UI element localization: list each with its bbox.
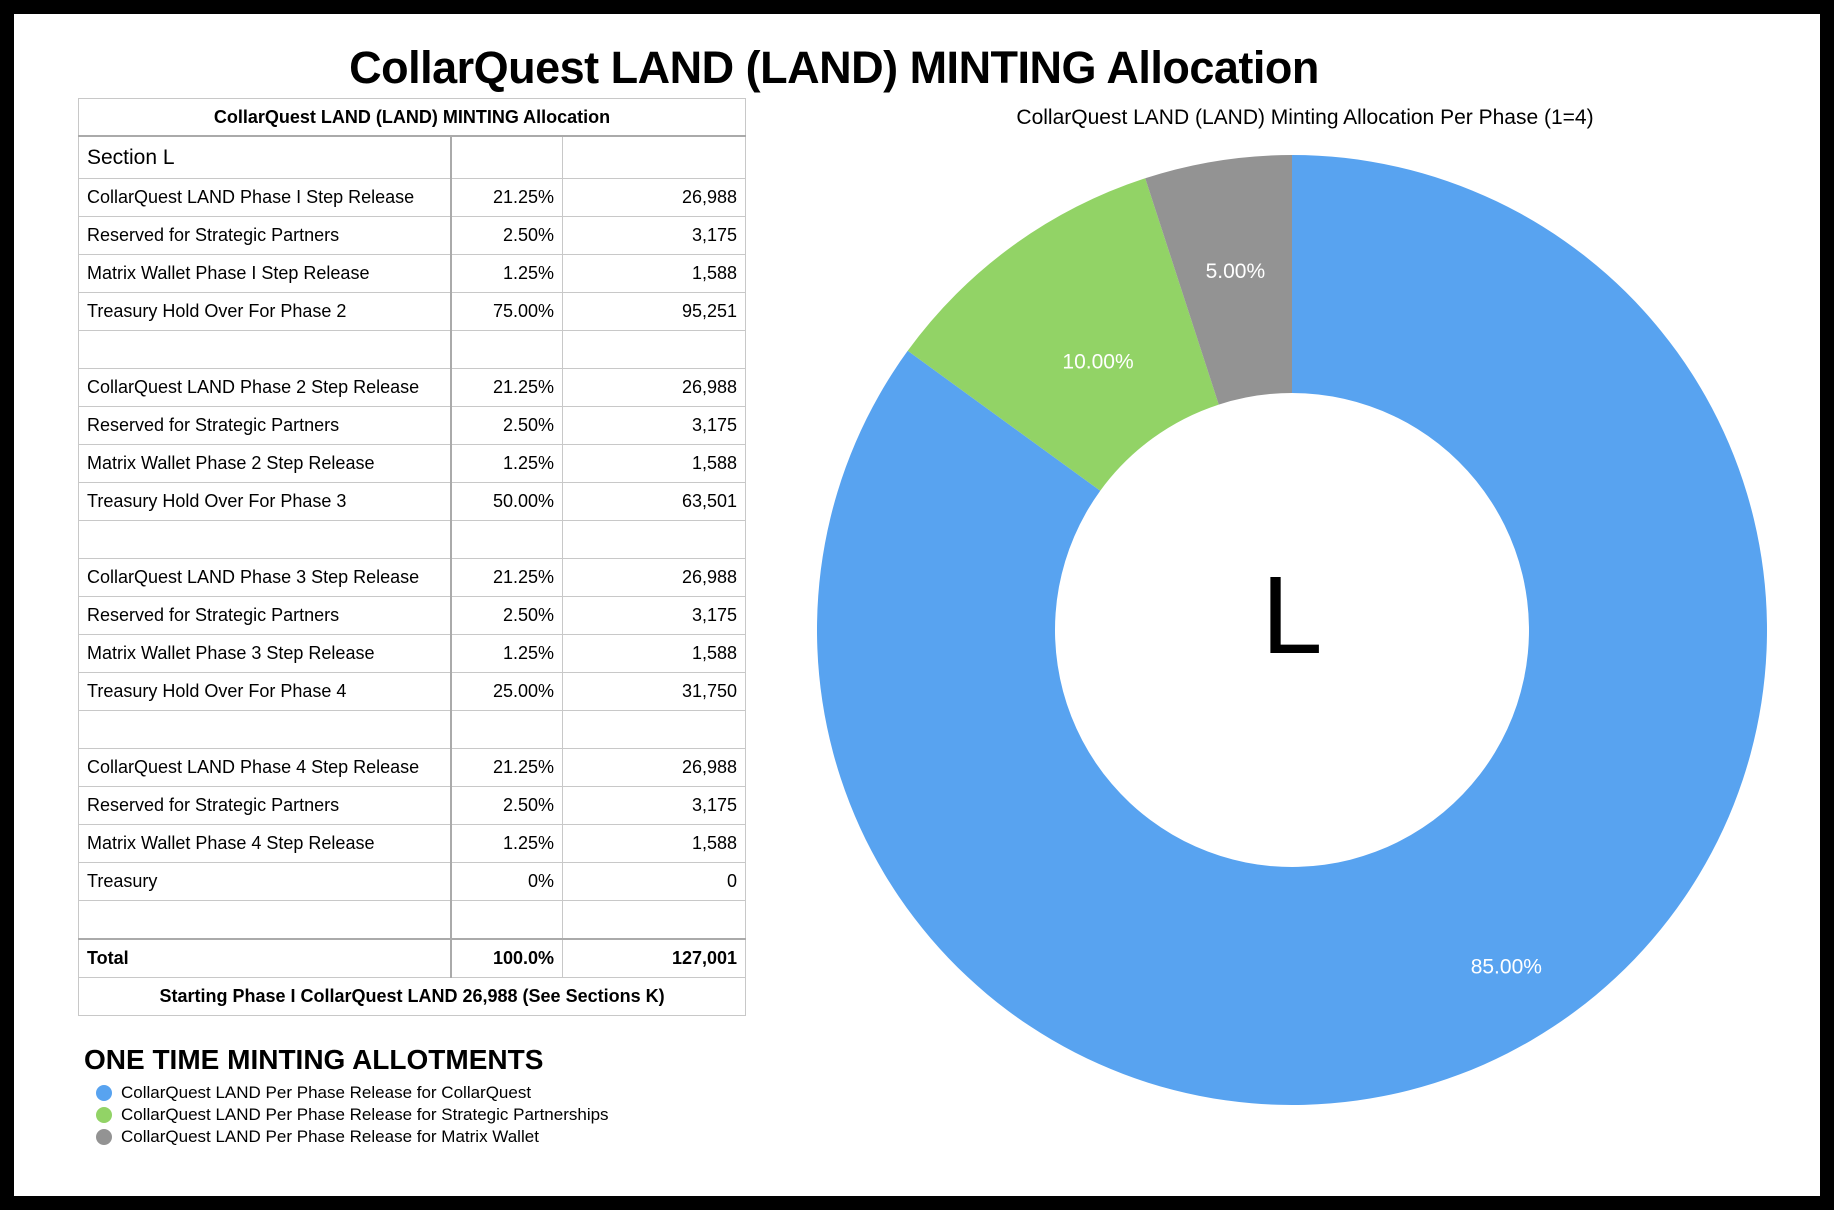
donut-slice — [817, 155, 1767, 1105]
row-percent: 1.25% — [449, 634, 563, 673]
table-row: Reserved for Strategic Partners 2.50% 3,17… — [78, 596, 747, 635]
legend-item: CollarQuest LAND Per Phase Release for M… — [84, 1126, 609, 1148]
slice-data-label: 85.00% — [1471, 955, 1542, 978]
row-label: Total — [78, 938, 451, 978]
row-amount: 3,175 — [561, 406, 747, 445]
row-percent: 1.25% — [449, 444, 563, 483]
row-label: Treasury Hold Over For Phase 2 — [78, 292, 451, 331]
row-percent: 0% — [449, 862, 563, 901]
row-percent: 25.00% — [449, 672, 563, 711]
table-row — [78, 330, 747, 369]
row-amount: 0 — [561, 862, 747, 901]
row-percent: 1.25% — [449, 824, 563, 863]
row-label — [78, 710, 451, 749]
legend-item: CollarQuest LAND Per Phase Release for S… — [84, 1104, 609, 1126]
row-label: Matrix Wallet Phase I Step Release — [78, 254, 451, 293]
row-amount: 1,588 — [561, 634, 747, 673]
table-row: Reserved for Strategic Partners 2.50% 3,17… — [78, 216, 747, 255]
legend: ONE TIME MINTING ALLOTMENTS CollarQuest … — [84, 1044, 609, 1148]
row-label: Matrix Wallet Phase 3 Step Release — [78, 634, 451, 673]
table-row: Matrix Wallet Phase I Step Release 1.25% 1… — [78, 254, 747, 293]
table-header: CollarQuest LAND (LAND) MINTING Allocati… — [77, 98, 747, 137]
section-label: Section L — [78, 135, 451, 179]
row-amount — [561, 520, 747, 559]
row-amount: 1,588 — [561, 824, 747, 863]
row-percent: 21.25% — [449, 748, 563, 787]
row-amount: 31,750 — [561, 672, 747, 711]
row-label: CollarQuest LAND Phase 2 Step Release — [78, 368, 451, 407]
row-percent: 21.25% — [449, 368, 563, 407]
footer-row: Starting Phase I CollarQuest LAND 26,988… — [77, 977, 747, 1016]
legend-label: CollarQuest LAND Per Phase Release for S… — [121, 1105, 609, 1124]
legend-swatch — [96, 1129, 112, 1145]
table-row: CollarQuest LAND Phase 3 Step Release 21.… — [78, 558, 747, 597]
legend-swatch — [96, 1107, 112, 1123]
legend-label: CollarQuest LAND Per Phase Release for C… — [121, 1083, 532, 1102]
table-row: Treasury Hold Over For Phase 3 50.00% 63,5… — [78, 482, 747, 521]
chart-title: CollarQuest LAND (LAND) Minting Allocati… — [1016, 106, 1594, 129]
legend-title: ONE TIME MINTING ALLOTMENTS — [84, 1044, 544, 1075]
row-amount: 26,988 — [561, 558, 747, 597]
row-amount: 3,175 — [561, 596, 747, 635]
row-amount: 26,988 — [561, 368, 747, 407]
donut-slice — [907, 178, 1219, 491]
row-label: Reserved for Strategic Partners — [78, 406, 451, 445]
total-row: Total 100.0% 127,001 — [78, 938, 747, 978]
row-amount — [561, 900, 747, 940]
row-label: CollarQuest LAND Phase 3 Step Release — [78, 558, 451, 597]
row-amount — [561, 330, 747, 369]
row-percent: 2.50% — [449, 216, 563, 255]
row-label: Matrix Wallet Phase 2 Step Release — [78, 444, 451, 483]
row-percent: 21.25% — [449, 178, 563, 217]
table-row: CollarQuest LAND Phase I Step Release 21.… — [78, 178, 747, 217]
row-label: CollarQuest LAND Phase I Step Release — [78, 178, 451, 217]
legend-item: CollarQuest LAND Per Phase Release for C… — [84, 1082, 609, 1104]
table-row: Reserved for Strategic Partners 2.50% 3,17… — [78, 786, 747, 825]
page-title: CollarQuest LAND (LAND) MINTING Allocati… — [349, 42, 1319, 93]
table-row: Reserved for Strategic Partners 2.50% 3,17… — [78, 406, 747, 445]
row-amount: 127,001 — [561, 938, 747, 978]
row-label: Reserved for Strategic Partners — [78, 596, 451, 635]
donut-slice — [1145, 155, 1292, 405]
table-header-row: CollarQuest LAND (LAND) MINTING Allocati… — [77, 98, 747, 137]
table-row: Treasury Hold Over For Phase 2 75.00% 95,2… — [78, 292, 747, 331]
table-row: Matrix Wallet Phase 2 Step Release 1.25% 1… — [78, 444, 747, 483]
row-label — [78, 330, 451, 369]
row-percent: 75.00% — [449, 292, 563, 331]
row-label: Matrix Wallet Phase 4 Step Release — [78, 824, 451, 863]
table-row: Matrix Wallet Phase 3 Step Release 1.25% 1… — [78, 634, 747, 673]
table-row: Matrix Wallet Phase 4 Step Release 1.25% 1… — [78, 824, 747, 863]
table-footer: Starting Phase I CollarQuest LAND 26,988… — [77, 977, 747, 1016]
legend-label: CollarQuest LAND Per Phase Release for M… — [121, 1127, 539, 1146]
row-amount: 95,251 — [561, 292, 747, 331]
donut-center-label: L — [1261, 554, 1322, 677]
row-percent: 2.50% — [449, 786, 563, 825]
row-amount: 3,175 — [561, 786, 747, 825]
row-label: Treasury — [78, 862, 451, 901]
slice-data-label: 5.00% — [1206, 260, 1266, 283]
row-percent — [449, 330, 563, 369]
slice-data-label: 10.00% — [1062, 351, 1133, 374]
table-row: Treasury 0% 0 — [78, 862, 747, 901]
table-row: CollarQuest LAND Phase 2 Step Release 21.… — [78, 368, 747, 407]
row-amount: 3,175 — [561, 216, 747, 255]
row-label: CollarQuest LAND Phase 4 Step Release — [78, 748, 451, 787]
allocation-table: CollarQuest LAND (LAND) MINTING Allocati… — [77, 98, 747, 1016]
legend-swatch — [96, 1085, 112, 1101]
row-percent: 2.50% — [449, 596, 563, 635]
section-row: Section L — [78, 135, 747, 179]
table-row — [78, 520, 747, 559]
row-label: Reserved for Strategic Partners — [78, 786, 451, 825]
